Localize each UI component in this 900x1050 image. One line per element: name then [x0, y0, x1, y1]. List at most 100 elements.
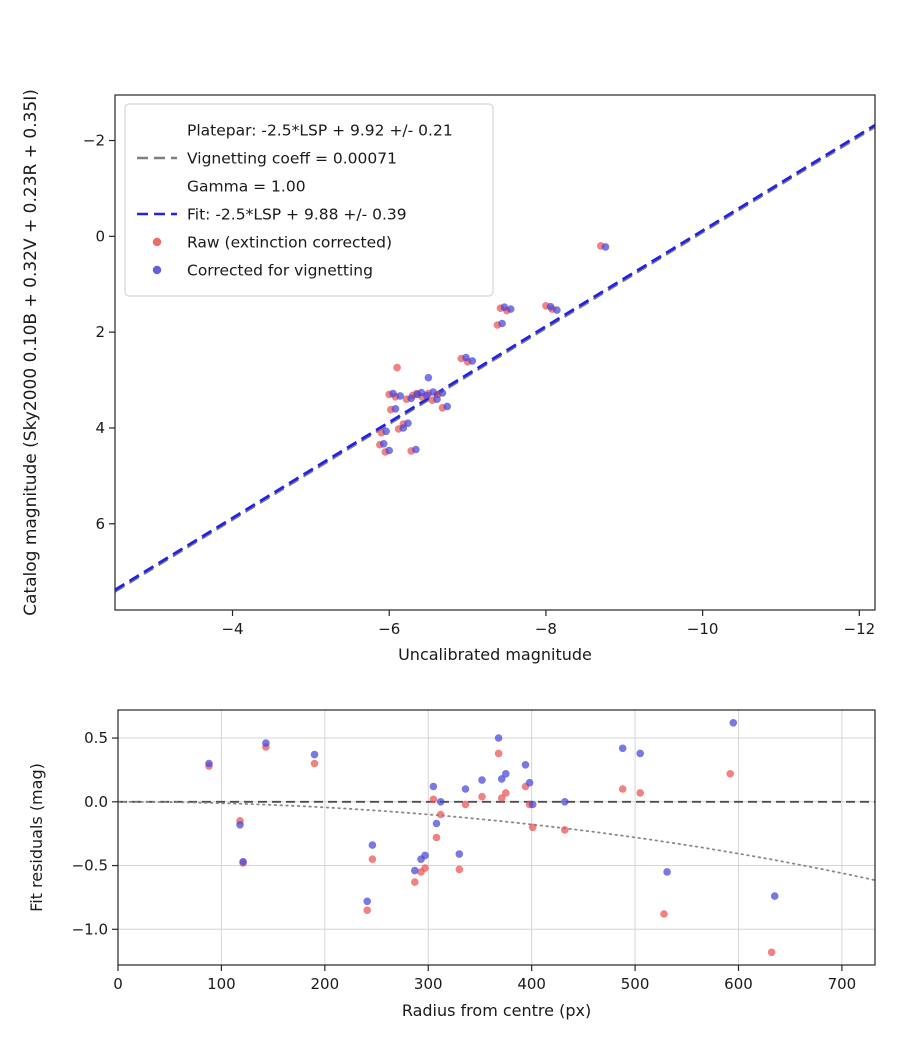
- corrected-point: [412, 445, 420, 454]
- x-tick-label: 500: [621, 975, 650, 993]
- xlabel-plot2: Radius from centre (px): [402, 1001, 591, 1020]
- y-tick-label: −1.0: [72, 920, 108, 938]
- x-tick-label: −10: [687, 620, 719, 638]
- x-tick-label: 100: [207, 975, 236, 993]
- raw-point: [478, 792, 486, 801]
- y-tick-label: 0: [95, 227, 105, 245]
- raw-point: [561, 826, 569, 834]
- corrected-point: [382, 427, 390, 436]
- corrected-point: [236, 821, 244, 829]
- y-tick-label: 2: [95, 323, 105, 341]
- corrected-point: [601, 243, 610, 251]
- raw-point: [767, 948, 776, 957]
- plot-2-frame: [117, 709, 876, 966]
- raw-point: [436, 810, 445, 819]
- legend-label: Raw (extinction corrected): [187, 234, 392, 252]
- corrected-point: [461, 785, 470, 793]
- corrected-point: [404, 419, 412, 428]
- corrected-point: [433, 395, 441, 404]
- corrected-point: [421, 851, 429, 860]
- y-tick-label: −0.5: [72, 857, 108, 875]
- corrected-point: [424, 373, 433, 382]
- corrected-series: [205, 719, 779, 906]
- x-tick-label: 400: [517, 975, 546, 993]
- corrected-point: [528, 800, 537, 809]
- raw-point: [494, 749, 503, 758]
- raw-point: [660, 910, 668, 918]
- corrected-series: [379, 243, 610, 455]
- corrected-point: [385, 446, 394, 455]
- corrected-point: [498, 319, 506, 328]
- corrected-point: [205, 759, 213, 768]
- corrected-point: [432, 819, 441, 828]
- y-tick-label: 6: [95, 515, 105, 533]
- x-tick-label: 200: [311, 975, 340, 993]
- legend-label: Fit: -2.5*LSP + 9.88 +/- 0.39: [187, 206, 407, 224]
- raw-point: [363, 906, 372, 914]
- corrected-point: [436, 798, 445, 806]
- corrected-point: [468, 357, 477, 365]
- raw-point: [497, 794, 506, 802]
- legend-label: Platepar: -2.5*LSP + 9.92 +/- 0.21: [187, 122, 453, 140]
- raw-point: [368, 855, 377, 863]
- corrected-point: [407, 394, 416, 403]
- raw-point: [726, 770, 734, 778]
- corrected-point: [363, 897, 372, 906]
- corrected-point: [618, 744, 627, 753]
- corrected-point: [438, 389, 447, 397]
- legend-label: Gamma = 1.00: [187, 178, 306, 196]
- raw-point: [455, 865, 464, 874]
- ylabel-plot1: Catalog magnitude (Sky2000 0.10B + 0.32V…: [21, 89, 41, 616]
- plot-1-data-area: [115, 123, 875, 593]
- raw-point: [310, 759, 319, 768]
- platepar-line: [115, 126, 875, 593]
- plot-1-frame: [114, 94, 876, 611]
- corrected-point: [494, 734, 503, 742]
- x-tick-label: −12: [844, 620, 876, 638]
- corrected-point: [525, 778, 534, 787]
- corrected-point: [455, 850, 464, 858]
- plot-1: −4 −6 −8 −10 −12 −2 0 2 4 6 Uncalibrated magnitude…: [21, 89, 876, 664]
- corrected-point: [506, 305, 515, 313]
- corrected-point: [729, 719, 738, 727]
- raw-point: [411, 878, 419, 886]
- x-tick-label: −6: [378, 620, 400, 638]
- corrected-point: [497, 775, 506, 783]
- raw-point: [528, 823, 537, 832]
- corrected-point: [770, 892, 779, 900]
- corrected-point: [500, 303, 509, 312]
- raw-point: [618, 785, 627, 793]
- corrected-point: [546, 302, 555, 311]
- corrected-point: [389, 389, 397, 398]
- corrected-point: [429, 388, 437, 396]
- x-tick-label: 600: [724, 975, 753, 993]
- legend-label: Vignetting coeff = 0.00071: [187, 150, 397, 168]
- corrected-point: [663, 868, 671, 876]
- x-tick-label: 300: [414, 975, 443, 993]
- corrected-point: [561, 798, 569, 806]
- corrected-point: [262, 739, 270, 747]
- raw-point: [636, 789, 644, 797]
- corrected-point: [391, 405, 400, 413]
- y-tick-label: 0.5: [84, 729, 108, 747]
- corrected-point: [423, 391, 431, 400]
- raw-point: [432, 833, 441, 842]
- corrected-point: [368, 841, 377, 849]
- corrected-point: [462, 353, 470, 362]
- corrected-point: [310, 750, 319, 759]
- raw-point: [461, 800, 470, 809]
- fit-line: [115, 123, 875, 592]
- corrected-point: [239, 857, 247, 866]
- x-tick-label: 0: [113, 975, 123, 993]
- corrected-point: [478, 776, 486, 784]
- raw-point: [393, 363, 401, 372]
- corrected-point: [379, 440, 388, 448]
- x-tick-label: 700: [828, 975, 857, 993]
- legend-box: [124, 103, 494, 297]
- x-tick-label: −8: [535, 620, 557, 638]
- raw-series: [205, 743, 776, 957]
- corrected-point: [553, 306, 561, 314]
- xlabel-plot1: Uncalibrated magnitude: [398, 645, 592, 664]
- corrected-point: [429, 782, 438, 791]
- raw-point: [421, 864, 429, 872]
